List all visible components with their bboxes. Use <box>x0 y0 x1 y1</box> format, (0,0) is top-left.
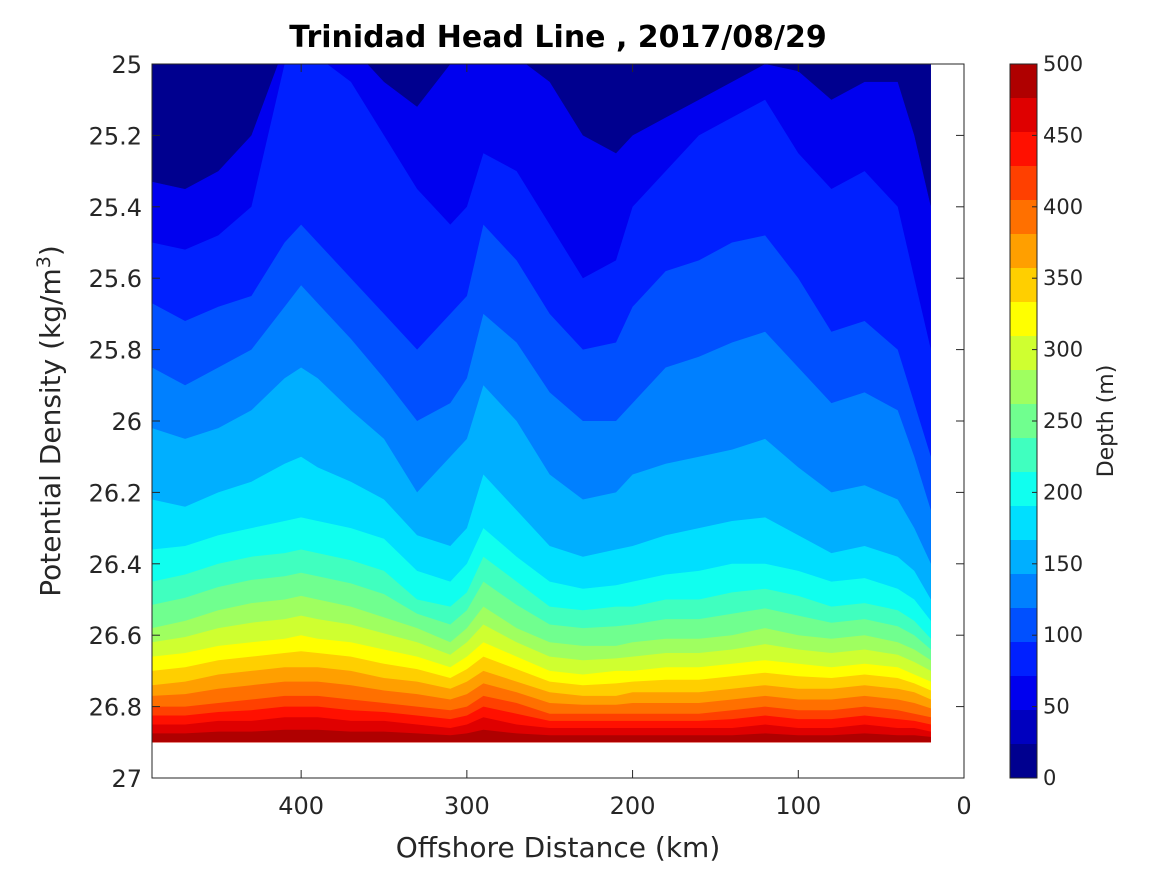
x-tick-label: 100 <box>775 792 821 820</box>
y-tick-label: 27 <box>111 765 142 793</box>
y-axis-label-main: Potential Density (kg/m <box>34 268 67 597</box>
colorbar-tick-label: 150 <box>1043 552 1083 576</box>
plot-area: 400 300 200 100 0 25 25.2 25.4 25.6 25.8 26 26.2 26… <box>89 51 972 820</box>
colorbar-label: Depth (m) <box>1094 365 1119 478</box>
x-tick-label: 0 <box>956 792 971 820</box>
y-tick-label: 25.4 <box>89 194 142 222</box>
contour-fill-layer <box>152 64 931 743</box>
y-axis-label: Potential Density (kg/m3) <box>33 245 67 597</box>
colorbar-swatch <box>1010 472 1037 506</box>
colorbar-swatch <box>1010 608 1037 642</box>
chart-title: Trinidad Head Line , 2017/08/29 <box>289 20 826 55</box>
colorbar-tick-label: 200 <box>1043 480 1083 504</box>
y-tick-label: 25.6 <box>89 265 142 293</box>
x-tick-label: 200 <box>610 792 656 820</box>
y-axis-label-superscript: 3 <box>33 256 55 268</box>
colorbar-tick-label: 0 <box>1043 766 1056 790</box>
colorbar-tick-label: 400 <box>1043 195 1083 219</box>
y-tick-label: 26.4 <box>89 551 142 579</box>
colorbar-tick-label: 50 <box>1043 695 1070 719</box>
colorbar-swatch <box>1010 540 1037 574</box>
colorbar-tick-label: 100 <box>1043 623 1083 647</box>
colorbar-swatch <box>1010 676 1037 710</box>
colorbar-swatch <box>1010 506 1037 540</box>
colorbar-swatch <box>1010 438 1037 472</box>
x-tick-label: 400 <box>278 792 324 820</box>
colorbar-swatch <box>1010 98 1037 132</box>
y-tick-label: 25.2 <box>89 122 142 150</box>
x-axis: 400 300 200 100 0 <box>278 64 972 820</box>
colorbar-swatch <box>1010 268 1037 302</box>
contour-band-475 <box>152 729 931 743</box>
colorbar-swatch <box>1010 234 1037 268</box>
y-tick-label: 25.8 <box>89 337 142 365</box>
y-tick-label: 25 <box>111 51 142 79</box>
colorbar-swatch <box>1010 302 1037 336</box>
colorbar-tick-label: 500 <box>1043 52 1083 76</box>
colorbar-swatch <box>1010 370 1037 404</box>
y-axis-label-close: ) <box>34 245 67 256</box>
y-tick-label: 26.6 <box>89 622 142 650</box>
colorbar-tick-label: 350 <box>1043 266 1083 290</box>
y-axis: 25 25.2 25.4 25.6 25.8 26 26.2 26.4 26.6 26.8 27 <box>89 51 964 793</box>
y-tick-label: 26 <box>111 408 142 436</box>
colorbar-swatch <box>1010 132 1037 166</box>
contour-band-surface <box>152 64 931 207</box>
colorbar: 0 50 100 150 200 250 300 350 400 450 500 <box>1009 52 1083 790</box>
colorbar-swatch <box>1010 574 1037 608</box>
colorbar-swatch <box>1010 710 1037 744</box>
colorbar-tick-label: 250 <box>1043 409 1083 433</box>
colorbar-tick-label: 300 <box>1043 338 1083 362</box>
y-tick-label: 26.2 <box>89 479 142 507</box>
colorbar-ticks: 0 50 100 150 200 250 300 350 400 450 500 <box>1032 52 1083 790</box>
colorbar-tick-label: 450 <box>1043 123 1083 147</box>
colorbar-swatch <box>1010 744 1037 778</box>
colorbar-swatch <box>1010 200 1037 234</box>
colorbar-swatch <box>1010 642 1037 676</box>
colorbar-swatches <box>1010 64 1037 778</box>
y-tick-label: 26.8 <box>89 694 142 722</box>
colorbar-swatch <box>1010 166 1037 200</box>
x-tick-label: 300 <box>444 792 490 820</box>
colorbar-swatch <box>1010 64 1037 98</box>
colorbar-swatch <box>1010 336 1037 370</box>
x-axis-label: Offshore Distance (km) <box>396 831 721 864</box>
